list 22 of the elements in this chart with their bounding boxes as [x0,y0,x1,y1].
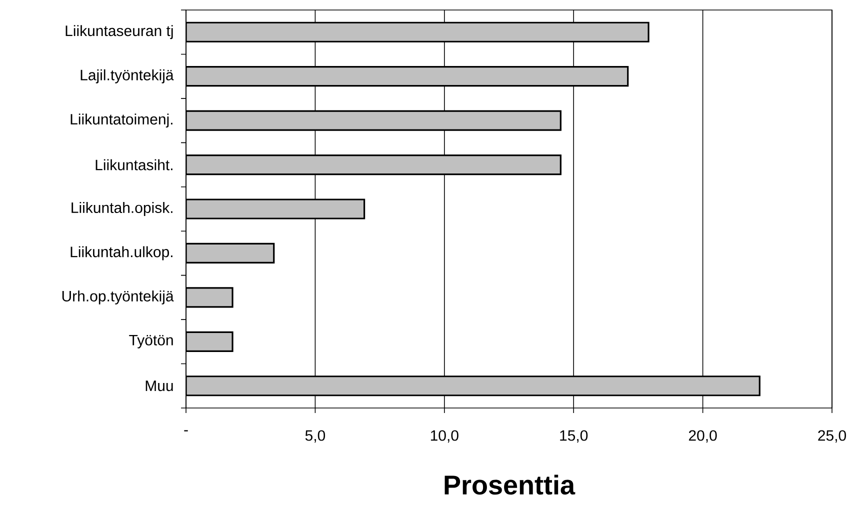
x-axis-title: Prosenttia [444,474,576,495]
x-tick-label: 10,0 [430,430,458,443]
y-tick-label: Liikuntasiht. [96,159,172,170]
y-tick-label: Liikuntaseuran tj [66,25,173,40]
bar [186,66,629,87]
y-tick-label: Lajil.työntekijä [80,69,174,84]
bar [186,110,562,131]
x-tick-label: 5,0 [305,430,326,443]
y-tick-label: Liikuntatoimenj. [70,114,172,128]
x-tick-label: 15,0 [560,430,588,443]
bar [186,242,275,264]
x-tick-label: 20,0 [688,430,717,443]
bar [186,22,650,42]
y-tick-label: Työtön [129,334,173,348]
bar [186,376,760,396]
y-tick-label: Liikuntah.ulkop. [70,246,172,260]
x-tick-label: 25,0 [818,430,846,443]
bar [186,154,562,176]
y-tick-label: Liikuntah.opisk. [72,202,172,216]
y-tick-label: Muu [146,380,173,392]
y-tick-label: Urh.op.työntekijä [62,290,174,304]
x-tick-label: - [184,430,188,432]
